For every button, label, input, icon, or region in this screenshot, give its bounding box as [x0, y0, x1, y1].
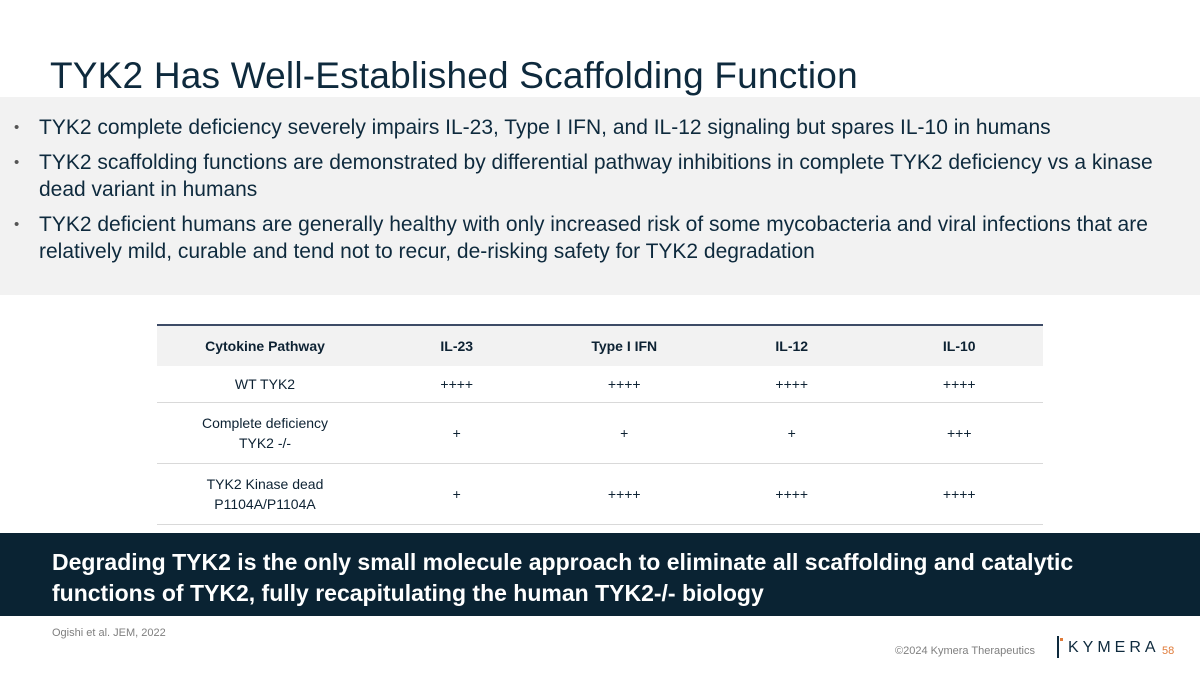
slide-title: TYK2 Has Well-Established Scaffolding Fu…	[50, 54, 858, 96]
row-label-line: P1104A/P1104A	[214, 496, 316, 512]
citation: Ogishi et al. JEM, 2022	[52, 627, 166, 639]
kymera-logo: KYMERA	[1056, 634, 1156, 660]
table-cell: ++++	[775, 486, 809, 502]
table-cell: ++++	[942, 486, 976, 502]
cytokine-table: Cytokine Pathway IL-23 Type I IFN IL-12 …	[157, 324, 1043, 525]
bullet-marker: •	[14, 216, 20, 233]
row-label: TYK2 Kinase dead P1104A/P1104A	[157, 464, 373, 525]
bullet-item: • TYK2 complete deficiency severely impa…	[14, 114, 1170, 141]
bullet-marker: •	[14, 154, 20, 171]
table-header-row: Cytokine Pathway IL-23 Type I IFN IL-12 …	[157, 325, 1043, 366]
copyright: ©2024 Kymera Therapeutics	[895, 645, 1035, 657]
row-label: WT TYK2	[157, 366, 373, 403]
column-header: Cytokine Pathway	[205, 338, 325, 354]
bullet-marker: •	[14, 119, 20, 136]
page-number: 58	[1162, 645, 1175, 657]
row-label-line: TYK2 -/-	[238, 435, 292, 451]
row-label-line: WT TYK2	[234, 376, 296, 392]
table-row: TYK2 Kinase dead P1104A/P1104A + ++++ ++…	[157, 464, 1043, 525]
column-header: IL-10	[942, 338, 976, 354]
row-label-line: Complete deficiency	[201, 415, 329, 431]
table-row: WT TYK2 ++++ ++++ ++++ ++++	[157, 366, 1043, 403]
bullet-panel: • TYK2 complete deficiency severely impa…	[0, 97, 1200, 295]
row-label: Complete deficiency TYK2 -/-	[157, 403, 373, 464]
table-cell: +	[620, 425, 629, 441]
row-label-line: TYK2 Kinase dead	[206, 476, 324, 492]
table-cell: ++++	[607, 486, 641, 502]
table-cell: ++++	[942, 376, 976, 392]
column-header: IL-12	[775, 338, 809, 354]
bullet-item: • TYK2 scaffolding functions are demonst…	[14, 149, 1170, 203]
column-header: Type I IFN	[591, 338, 658, 354]
logo-wordmark: KYMERA	[1068, 639, 1160, 656]
logo-mark-icon	[1057, 636, 1063, 658]
table-cell: ++++	[775, 376, 809, 392]
table-cell: ++++	[440, 376, 474, 392]
table-cell: ++++	[607, 376, 641, 392]
bullet-text: TYK2 deficient humans are generally heal…	[39, 213, 1148, 263]
table-row: Complete deficiency TYK2 -/- + + + +++	[157, 403, 1043, 464]
table-cell: +++	[946, 425, 972, 441]
table-cell: +	[452, 486, 461, 502]
bullet-text: TYK2 complete deficiency severely impair…	[39, 116, 1051, 139]
bullet-text: TYK2 scaffolding functions are demonstra…	[39, 151, 1153, 201]
column-header: IL-23	[440, 338, 474, 354]
table-cell: +	[452, 425, 461, 441]
bullet-item: • TYK2 deficient humans are generally he…	[14, 211, 1170, 265]
conclusion-banner: Degrading TYK2 is the only small molecul…	[0, 533, 1200, 616]
table-cell: +	[787, 425, 796, 441]
